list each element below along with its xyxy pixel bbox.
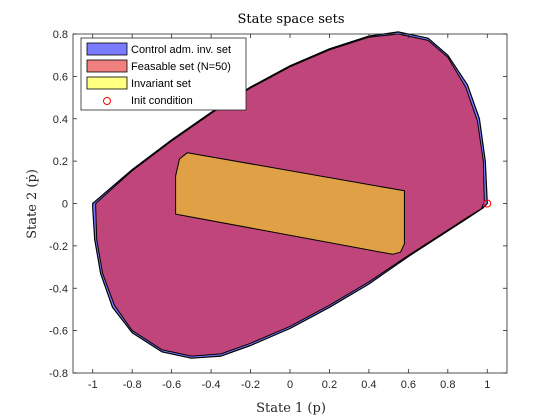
y-tick-label: 0.6 <box>53 71 68 83</box>
y-tick-label: -0.4 <box>49 283 68 295</box>
legend-label-init-condition: Init condition <box>131 95 193 107</box>
x-tick-label: -0.2 <box>241 379 260 391</box>
x-tick-label: -0.8 <box>123 379 142 391</box>
legend: Control adm. inv. set Feasable set (N=50… <box>80 37 247 111</box>
init-condition-marker <box>483 199 492 208</box>
y-tick-label: 0.2 <box>53 156 68 168</box>
legend-marker-init-condition <box>103 97 111 105</box>
y-axis-label: State 2 (ṗ) <box>25 169 40 239</box>
legend-swatch-feasible-set <box>86 59 128 73</box>
y-tick-label: 0.8 <box>53 29 68 41</box>
x-tick-label: 0 <box>287 379 293 391</box>
axes: -1 -0.8 -0.6 -0.4 -0.2 0 0.2 0.4 0.6 0.8 1 -0.8 -0.6… <box>49 29 508 391</box>
x-tick-label: -0.4 <box>202 379 221 391</box>
legend-label-control-set: Control adm. inv. set <box>131 44 231 56</box>
x-tick-label: -0.6 <box>162 379 181 391</box>
invariant-set <box>175 152 405 255</box>
legend-label-invariant-set: Invariant set <box>131 78 191 90</box>
x-tick-label: 0.6 <box>401 379 416 391</box>
x-axis-label: State 1 (p) <box>256 401 326 416</box>
x-tick-label: 0.2 <box>322 379 337 391</box>
legend-label-feasible-set: Feasable set (N=50) <box>131 61 231 73</box>
y-tick-label: 0 <box>62 199 68 211</box>
plot-area <box>92 31 492 359</box>
x-tick-label: 0.8 <box>440 379 455 391</box>
x-tick-label: 1 <box>484 379 490 391</box>
legend-swatch-invariant-set <box>86 76 128 90</box>
x-tick-label: -1 <box>88 379 98 391</box>
chart-title: State space sets <box>237 12 344 27</box>
legend-swatch-control-set <box>86 42 128 56</box>
y-tick-label: -0.2 <box>49 241 68 253</box>
y-tick-label: -0.6 <box>49 326 68 338</box>
y-tick-label: 0.4 <box>53 114 68 126</box>
y-tick-label: -0.8 <box>49 368 68 380</box>
x-tick-label: 0.4 <box>361 379 376 391</box>
